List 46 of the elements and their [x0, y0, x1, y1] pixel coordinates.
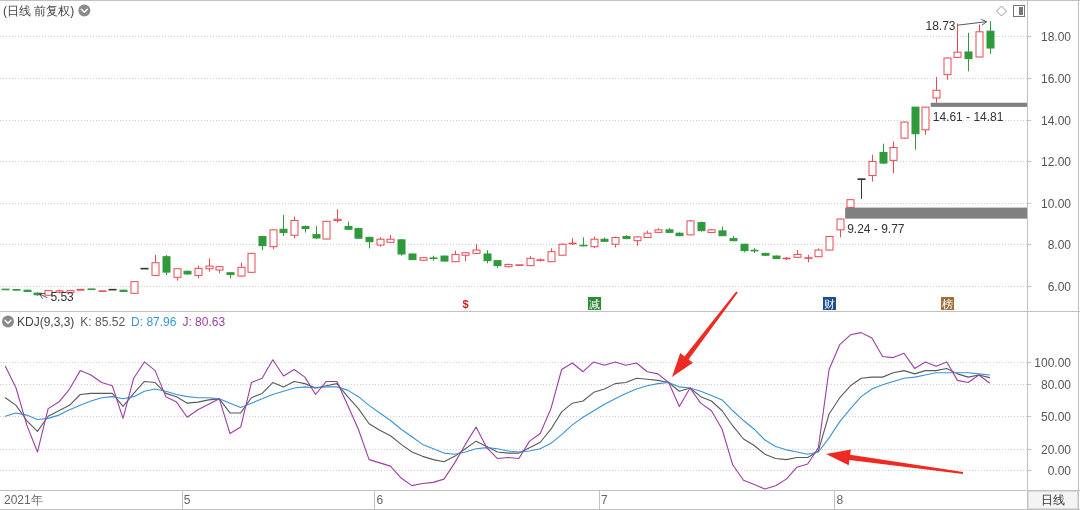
y-tick-label: 100.00 [1034, 355, 1072, 370]
candlestick [290, 216, 299, 239]
x-tick-label: 7 [601, 493, 609, 507]
annotation: 5.53 [50, 290, 75, 305]
y-tick-label: 8.00 [1047, 237, 1072, 252]
text: J: 80.63 [182, 314, 226, 329]
candlestick [932, 76, 941, 104]
text: K: 85.52 [80, 314, 126, 329]
y-tick-label: 0.00 [1047, 463, 1072, 478]
line-series [4, 332, 991, 490]
x-tick-label: 8 [836, 493, 844, 507]
band-label: 14.61 - 14.81 [932, 109, 1004, 124]
candlestick [269, 228, 278, 250]
candlestick [108, 288, 117, 291]
x-axis-title: 2021年 [4, 493, 43, 507]
band-label: 9.24 - 9.77 [847, 221, 905, 236]
y-tick-label: 18.00 [1040, 29, 1072, 44]
y-tick-label: 50.00 [1040, 409, 1072, 424]
candlestick [921, 106, 930, 136]
text: D: 87.96 [131, 314, 177, 329]
candlestick [964, 32, 973, 72]
y-tick-label: 80.00 [1040, 377, 1072, 392]
y-tick-label: 16.00 [1040, 71, 1072, 86]
candlestick [333, 208, 342, 224]
candlestick [889, 140, 898, 174]
candlestick [986, 20, 995, 55]
y-tick-label: 12.00 [1040, 154, 1072, 169]
y-tick-label: 20.00 [1040, 442, 1072, 457]
x-tick-label: 5 [183, 493, 191, 507]
chart-title: (日线 前复权) [3, 3, 75, 18]
y-tick-label: 6.00 [1047, 279, 1072, 294]
candlestick [87, 288, 96, 291]
candlestick [879, 143, 888, 165]
y-tick-label: 10.00 [1040, 196, 1072, 211]
text: 日线 [1040, 493, 1065, 507]
candlestick [279, 214, 288, 237]
x-tick-label: 6 [376, 493, 384, 507]
candlestick [836, 218, 845, 238]
candlestick [162, 254, 171, 276]
candlestick [857, 178, 866, 200]
annotation: 18.73 [925, 19, 956, 34]
y-tick-label: 14.00 [1040, 113, 1072, 128]
candlestick [140, 267, 149, 270]
candlestick [868, 154, 877, 183]
chart-title: KDJ(9,3,3) [17, 314, 75, 329]
annotation: $ [462, 297, 469, 310]
